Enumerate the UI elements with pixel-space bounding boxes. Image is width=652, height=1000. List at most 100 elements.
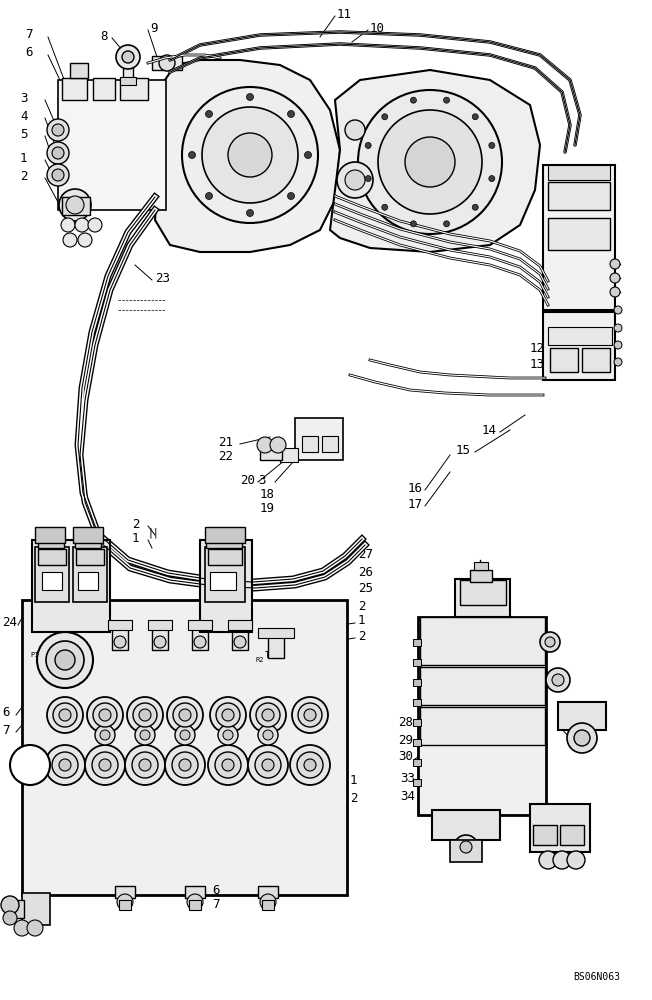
Text: 21: 21 — [218, 436, 233, 448]
Circle shape — [78, 233, 92, 247]
Bar — [280, 448, 298, 462]
Circle shape — [546, 668, 570, 692]
Circle shape — [99, 759, 111, 771]
Circle shape — [460, 841, 472, 853]
Text: 30: 30 — [398, 750, 413, 764]
Text: 9: 9 — [150, 21, 158, 34]
Bar — [35, 527, 65, 543]
Bar — [413, 699, 421, 706]
Circle shape — [298, 703, 322, 727]
Bar — [76, 549, 104, 565]
Circle shape — [405, 137, 455, 187]
Circle shape — [194, 636, 206, 648]
Bar — [548, 182, 610, 210]
Circle shape — [135, 725, 155, 745]
Circle shape — [552, 674, 564, 686]
Circle shape — [257, 437, 273, 453]
Bar — [73, 547, 107, 602]
Circle shape — [117, 894, 133, 910]
Bar — [93, 78, 115, 100]
Text: 23: 23 — [155, 272, 170, 286]
Circle shape — [173, 703, 197, 727]
Bar — [413, 679, 421, 686]
Bar — [418, 617, 546, 815]
Circle shape — [222, 759, 234, 771]
Circle shape — [182, 87, 318, 223]
Circle shape — [288, 193, 295, 200]
Circle shape — [99, 709, 111, 721]
Bar — [533, 825, 557, 845]
Circle shape — [443, 97, 450, 103]
Bar — [78, 572, 98, 590]
Text: 8: 8 — [100, 30, 108, 43]
Circle shape — [87, 697, 123, 733]
Bar — [70, 63, 88, 78]
Circle shape — [292, 697, 328, 733]
Circle shape — [489, 176, 495, 182]
Circle shape — [52, 752, 78, 778]
Circle shape — [139, 759, 151, 771]
Bar — [550, 348, 578, 372]
Circle shape — [288, 110, 295, 117]
Text: 11: 11 — [337, 8, 352, 21]
Circle shape — [10, 745, 50, 785]
Circle shape — [381, 114, 388, 120]
Bar — [189, 900, 201, 910]
Circle shape — [218, 725, 238, 745]
Bar — [582, 348, 610, 372]
Circle shape — [208, 745, 248, 785]
Circle shape — [234, 636, 246, 648]
Bar — [62, 197, 90, 215]
Text: 3: 3 — [258, 474, 265, 487]
Circle shape — [63, 233, 77, 247]
Bar — [268, 630, 284, 658]
Circle shape — [553, 851, 571, 869]
Circle shape — [159, 55, 175, 71]
Circle shape — [122, 51, 134, 63]
Bar — [120, 78, 148, 100]
Text: 32: 32 — [572, 730, 587, 742]
Text: BS06N063: BS06N063 — [573, 972, 620, 982]
Bar — [123, 56, 133, 80]
Text: 6: 6 — [2, 706, 10, 720]
Text: 7: 7 — [212, 898, 220, 910]
Circle shape — [567, 723, 597, 753]
Circle shape — [47, 142, 69, 164]
Text: T3: T3 — [265, 650, 275, 660]
Bar — [62, 78, 87, 100]
Circle shape — [345, 170, 365, 190]
Bar — [450, 840, 482, 862]
Text: 6: 6 — [25, 45, 33, 58]
Text: 22: 22 — [218, 450, 233, 464]
Circle shape — [1, 896, 19, 914]
Bar — [210, 572, 236, 590]
Circle shape — [88, 218, 102, 232]
Circle shape — [255, 752, 281, 778]
Text: 26: 26 — [358, 566, 373, 578]
Text: 14: 14 — [482, 424, 497, 436]
Text: 10: 10 — [370, 22, 385, 35]
Circle shape — [37, 632, 93, 688]
Bar — [413, 639, 421, 646]
Bar — [119, 900, 131, 910]
Text: R2: R2 — [255, 657, 263, 663]
Bar — [200, 540, 252, 632]
Circle shape — [540, 632, 560, 652]
Text: 3: 3 — [20, 92, 27, 104]
Text: 7: 7 — [25, 27, 33, 40]
Circle shape — [210, 697, 246, 733]
Bar — [258, 628, 294, 638]
Bar — [112, 622, 128, 650]
Text: 27: 27 — [358, 548, 373, 562]
Bar — [413, 759, 421, 766]
Text: 18: 18 — [260, 488, 275, 500]
Circle shape — [614, 358, 622, 366]
Bar — [258, 886, 278, 898]
Circle shape — [75, 218, 89, 232]
Circle shape — [489, 142, 495, 148]
Bar — [108, 620, 132, 630]
Text: 6: 6 — [212, 884, 220, 896]
Circle shape — [472, 114, 479, 120]
Bar — [543, 312, 615, 380]
Bar — [560, 825, 584, 845]
